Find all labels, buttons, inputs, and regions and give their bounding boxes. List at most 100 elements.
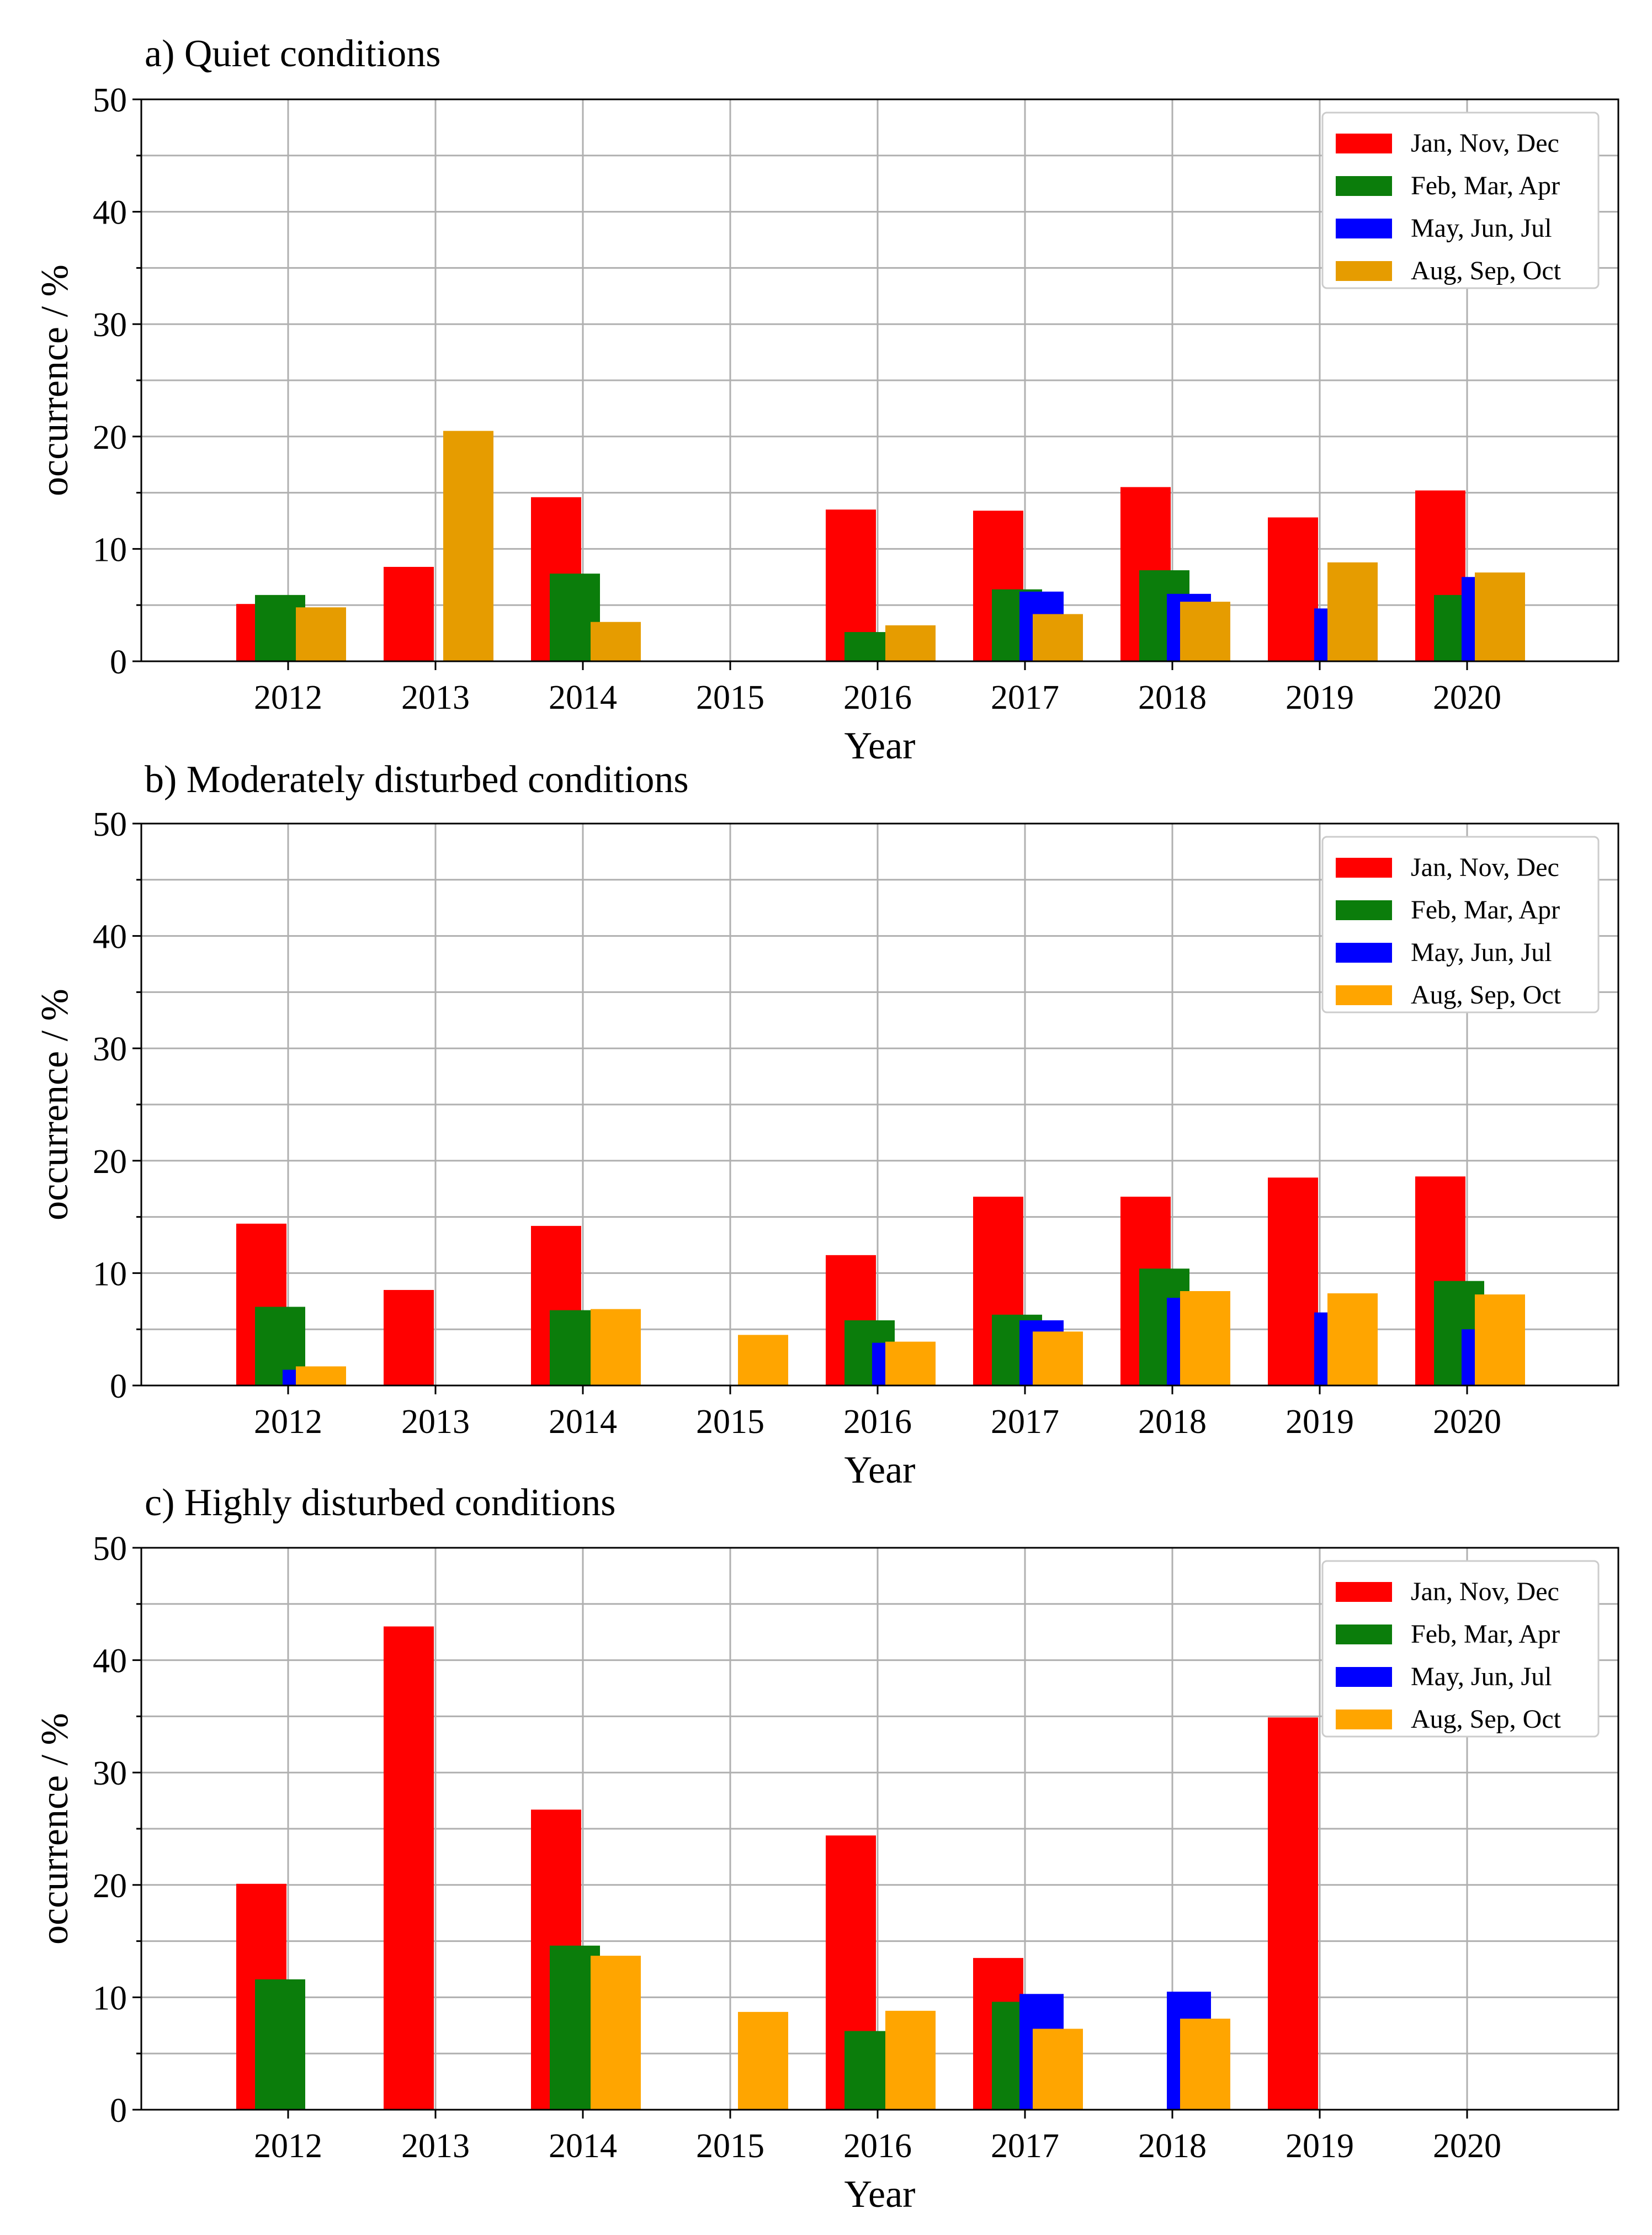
x-tick-label: 2012: [254, 679, 322, 716]
y-tick-label: 10: [93, 1255, 127, 1293]
bar-jan-nov-dec-2019: [1268, 517, 1318, 661]
bar-aug-sep-oct-2012: [296, 607, 346, 661]
bar-aug-sep-oct-2020: [1475, 572, 1525, 661]
legend-label: Jan, Nov, Dec: [1411, 129, 1559, 158]
legend-swatch-jan-nov-dec: [1336, 134, 1392, 153]
legend-swatch-aug-sep-oct: [1336, 985, 1392, 1005]
y-tick-label: 40: [93, 919, 127, 956]
y-tick-label: 40: [93, 194, 127, 232]
bar-jan-nov-dec-2013: [384, 1626, 434, 2110]
x-tick-label: 2019: [1286, 2127, 1354, 2165]
bar-aug-sep-oct-2016: [885, 1341, 936, 1385]
bar-aug-sep-oct-2018: [1180, 2019, 1230, 2110]
x-tick-label: 2018: [1138, 2127, 1207, 2165]
bar-jan-nov-dec-2013: [384, 566, 434, 661]
chart-panel-b: b) Moderately disturbed conditions 0 10 20 3…: [34, 758, 1619, 1491]
bar-aug-sep-oct-2017: [1033, 2029, 1083, 2110]
x-tick-label: 2018: [1138, 679, 1207, 716]
y-tick-label: 0: [110, 1368, 127, 1405]
y-tick-label: 10: [93, 531, 127, 569]
x-axis-label: Year: [844, 1449, 916, 1491]
bar-aug-sep-oct-2014: [591, 622, 641, 661]
legend-label: May, Jun, Jul: [1411, 1662, 1552, 1691]
bar-jan-nov-dec-2019: [1268, 1177, 1318, 1385]
legend-box: [1321, 836, 1600, 1013]
legend-swatch-may-jun-jul: [1336, 1667, 1392, 1687]
legend-swatch-may-jun-jul: [1336, 943, 1392, 963]
x-tick-label: 2019: [1286, 1403, 1354, 1441]
bar-aug-sep-oct-2014: [591, 1309, 641, 1385]
bar-aug-sep-oct-2013: [443, 431, 493, 661]
bar-aug-sep-oct-2014: [591, 1956, 641, 2110]
x-tick-label: 2015: [696, 1403, 764, 1441]
x-tick-label: 2015: [696, 2127, 764, 2165]
bar-aug-sep-oct-2017: [1033, 1331, 1083, 1385]
bar-jan-nov-dec-2013: [384, 1289, 434, 1385]
y-axis-label: occurrence / %: [34, 989, 76, 1220]
bar-aug-sep-oct-2012: [296, 1366, 346, 1385]
legend-swatch-may-jun-jul: [1336, 219, 1392, 238]
bar-aug-sep-oct-2016: [885, 2010, 936, 2110]
legend-swatch-feb-mar-apr: [1336, 900, 1392, 920]
bar-aug-sep-oct-2017: [1033, 614, 1083, 661]
y-tick-label: 50: [93, 82, 127, 119]
legend: Jan, Nov, Dec Feb, Mar, Apr May, Jun, Jul A…: [1321, 1560, 1600, 1738]
y-axis-label: occurrence / %: [34, 264, 76, 496]
x-axis-label: Year: [844, 725, 916, 767]
legend-label: Feb, Mar, Apr: [1411, 895, 1560, 925]
y-tick-label: 0: [110, 644, 127, 681]
y-tick-label: 30: [93, 306, 127, 344]
y-tick-label: 20: [93, 1867, 127, 1905]
x-tick-label: 2015: [696, 679, 764, 716]
bar-aug-sep-oct-2019: [1327, 1293, 1378, 1385]
x-tick-label: 2014: [549, 1403, 617, 1441]
legend-box: [1321, 112, 1600, 289]
y-tick-label: 50: [93, 1530, 127, 1568]
x-tick-label: 2016: [843, 1403, 912, 1441]
x-tick-label: 2016: [843, 679, 912, 716]
x-tick-label: 2012: [254, 2127, 322, 2165]
x-tick-label: 2014: [549, 2127, 617, 2165]
x-tick-label: 2016: [843, 2127, 912, 2165]
chart-title: c) Highly disturbed conditions: [145, 1482, 616, 1524]
chart-panel-c: c) Highly disturbed conditions 0 10 20 30 40 5…: [34, 1482, 1619, 2216]
x-tick-label: 2017: [991, 1403, 1059, 1441]
bar-aug-sep-oct-2018: [1180, 602, 1230, 661]
x-tick-label: 2013: [401, 1403, 470, 1441]
x-tick-label: 2020: [1433, 1403, 1501, 1441]
x-tick-label: 2014: [549, 679, 617, 716]
bar-aug-sep-oct-2018: [1180, 1291, 1230, 1385]
legend-swatch-feb-mar-apr: [1336, 176, 1392, 196]
y-axis-label: occurrence / %: [34, 1713, 76, 1945]
bar-feb-mar-apr-2012: [255, 1979, 305, 2110]
legend-label: May, Jun, Jul: [1411, 938, 1552, 967]
legend-label: Jan, Nov, Dec: [1411, 1577, 1559, 1606]
legend-label: May, Jun, Jul: [1411, 214, 1552, 243]
y-tick-label: 20: [93, 1143, 127, 1181]
y-tick-label: 30: [93, 1755, 127, 1792]
x-tick-label: 2013: [401, 2127, 470, 2165]
bar-aug-sep-oct-2016: [885, 625, 936, 661]
bar-jan-nov-dec-2019: [1268, 1717, 1318, 2110]
legend-swatch-aug-sep-oct: [1336, 261, 1392, 281]
legend-label: Feb, Mar, Apr: [1411, 171, 1560, 200]
legend-swatch-jan-nov-dec: [1336, 1582, 1392, 1602]
bar-aug-sep-oct-2019: [1327, 562, 1378, 661]
chart-panel-a: a) Quiet conditions 0 10 20 30 40 50 2012 2013 20…: [34, 33, 1619, 767]
legend-swatch-aug-sep-oct: [1336, 1710, 1392, 1729]
x-tick-label: 2017: [991, 2127, 1059, 2165]
bar-aug-sep-oct-2015: [738, 2011, 788, 2110]
y-tick-label: 0: [110, 2092, 127, 2130]
x-tick-label: 2017: [991, 679, 1059, 716]
x-tick-label: 2018: [1138, 1403, 1207, 1441]
legend-box: [1321, 1560, 1600, 1738]
bar-aug-sep-oct-2015: [738, 1335, 788, 1385]
legend-label: Jan, Nov, Dec: [1411, 853, 1559, 882]
x-axis-label: Year: [844, 2173, 916, 2216]
x-tick-label: 2012: [254, 1403, 322, 1441]
y-tick-label: 50: [93, 806, 127, 843]
y-tick-label: 30: [93, 1031, 127, 1068]
x-tick-label: 2020: [1433, 679, 1501, 716]
y-tick-label: 40: [93, 1643, 127, 1680]
